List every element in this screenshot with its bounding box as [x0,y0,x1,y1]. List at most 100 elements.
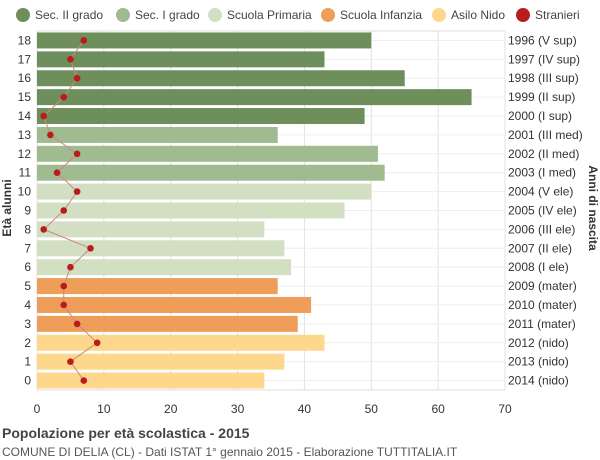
bar-age-7 [37,240,285,257]
bar-age-6 [37,259,292,276]
birth-year-label: 2012 (nido) [508,336,569,350]
y-tick-label: 0 [24,374,31,388]
y-axis-right-title: Anni di nascita [586,165,600,251]
birth-year-label: 2008 (I ele) [508,260,569,274]
y-tick-label: 12 [18,147,32,161]
stranieri-point-age-7 [87,244,94,252]
legend-label: Stranieri [535,8,580,22]
x-tick-label: 70 [498,402,512,416]
stranieri-point-age-8 [40,226,47,233]
y-tick-label: 5 [24,279,31,293]
stranieri-point-age-16 [73,74,81,82]
stranieri-point-age-15 [60,93,68,101]
school-age-chart: Sec. II grado Sec. I grado Scuola Primaria… [0,8,600,416]
bar-age-4 [37,296,312,313]
stranieri-point-age-14 [40,112,47,120]
stranieri-point-age-11 [53,169,61,177]
legend-label: Scuola Primaria [227,8,312,22]
stranieri-point-age-9 [60,207,68,214]
bar-age-5 [37,278,278,295]
birth-year-label: 2009 (mater) [508,279,577,293]
y-tick-label: 7 [24,241,31,255]
birth-year-label: 2003 (I med) [508,166,576,180]
stranieri-point-age-1 [67,358,74,365]
birth-year-label: 1999 (II sup) [508,90,575,104]
y-axis-title: Età alunni [0,179,14,236]
bar-age-16 [37,70,405,87]
chart-subtitle: COMUNE DI DELIA (CL) - Dati ISTAT 1° gen… [2,445,458,459]
legend-label: Asilo Nido [451,8,505,22]
y-tick-label: 8 [24,222,31,236]
bar-age-2 [37,334,325,351]
bars [37,32,472,389]
y-tick-label: 2 [24,336,31,350]
legend-label: Sec. I grado [135,8,200,22]
y-tick-label: 17 [18,52,32,66]
legend-label: Sec. II grado [35,8,103,22]
stranieri-point-age-2 [93,339,101,347]
legend-swatch [321,8,335,22]
birth-year-label: 2000 (I sup) [508,109,572,123]
y-tick-label: 1 [24,355,31,369]
legend: Sec. II grado Sec. I grado Scuola Primaria… [16,8,580,22]
stranieri-series [40,37,101,384]
y-tick-label: 16 [18,71,32,85]
y-tick-label: 15 [18,90,32,104]
y-tick-label: 9 [24,204,31,218]
y-tick-label: 13 [18,128,32,142]
stranieri-point-age-4 [60,301,68,309]
birth-year-label: 1997 (IV sup) [508,52,580,66]
stranieri-point-age-0 [80,377,88,384]
legend-swatch [516,8,530,22]
bar-age-0 [37,372,265,389]
birth-year-label: 2013 (nido) [508,355,569,369]
x-tick-label: 60 [431,402,445,416]
birth-year-label: 1996 (V sup) [508,33,577,47]
birth-year-label: 2014 (nido) [508,374,569,388]
legend-swatch [208,8,222,22]
y-tick-label: 6 [24,260,31,274]
stranieri-point-age-18 [80,37,88,44]
y-tick-label: 4 [24,298,31,312]
stranieri-point-age-13 [47,131,54,139]
stranieri-point-age-17 [67,56,74,63]
x-tick-label: 50 [365,402,379,416]
bar-age-13 [37,126,278,143]
x-tick-label: 0 [34,402,41,416]
x-tick-label: 30 [231,402,245,416]
birth-year-label: 2006 (III ele) [508,222,575,236]
stranieri-point-age-5 [60,282,68,290]
bar-age-14 [37,108,365,125]
x-axis-labels: 0 10 20 30 40 50 60 70 [34,402,512,416]
legend-swatch [116,8,130,22]
bar-age-10 [37,183,372,200]
bar-age-3 [37,315,298,332]
stranieri-point-age-6 [67,263,74,271]
birth-year-label: 2011 (mater) [508,317,576,331]
birth-year-label: 2010 (mater) [508,298,577,312]
legend-swatch [16,8,30,22]
bar-age-1 [37,353,285,370]
x-tick-label: 20 [164,402,178,416]
birth-year-labels: 1996 (V sup) 1997 (IV sup) 1998 (III sup) 1… [508,33,583,387]
y-tick-label: 3 [24,317,31,331]
chart-title: Popolazione per età scolastica - 2015 [2,425,250,441]
birth-year-label: 2002 (II med) [508,147,579,161]
birth-year-label: 1998 (III sup) [508,71,579,85]
y-tick-label: 18 [18,33,32,47]
bar-age-15 [37,89,472,106]
x-tick-label: 40 [298,402,312,416]
birth-year-label: 2004 (V ele) [508,185,573,199]
bar-age-11 [37,164,385,181]
y-tick-label: 10 [18,185,32,199]
bar-age-18 [37,32,372,49]
bar-age-12 [37,145,378,162]
birth-year-label: 2007 (II ele) [508,241,572,255]
birth-year-label: 2005 (IV ele) [508,204,577,218]
bar-age-9 [37,202,345,219]
stranieri-point-age-10 [73,188,81,195]
legend-label: Scuola Infanzia [340,8,422,22]
birth-year-label: 2001 (III med) [508,128,583,142]
bar-age-8 [37,221,265,238]
stranieri-point-age-12 [73,150,81,158]
